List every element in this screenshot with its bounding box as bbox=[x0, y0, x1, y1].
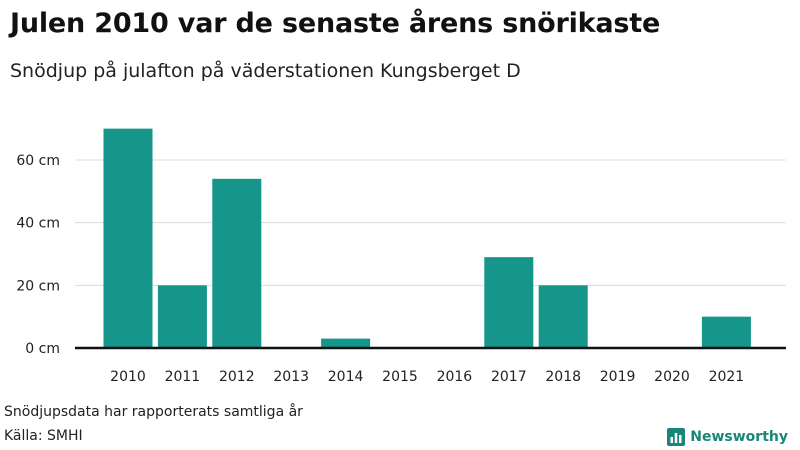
y-tick-label: 20 cm bbox=[16, 278, 60, 294]
y-tick-label: 60 cm bbox=[16, 153, 60, 169]
bar bbox=[157, 285, 207, 348]
bar bbox=[103, 128, 153, 348]
x-tick-label: 2021 bbox=[709, 369, 745, 385]
bar bbox=[538, 285, 588, 348]
y-tick-label: 40 cm bbox=[16, 216, 60, 232]
x-tick-label: 2012 bbox=[219, 369, 255, 385]
chart-title: Julen 2010 var de senaste årens snörikas… bbox=[10, 8, 661, 39]
footnote: Snödjupsdata har rapporterats samtliga å… bbox=[4, 404, 303, 420]
x-tick-label: 2017 bbox=[491, 369, 527, 385]
bar bbox=[321, 338, 371, 348]
bar-chart-logo-icon bbox=[667, 428, 686, 446]
x-tick-label: 2010 bbox=[110, 369, 146, 385]
bar bbox=[701, 316, 751, 348]
chart-subtitle: Snödjup på julafton på väderstationen Ku… bbox=[10, 60, 521, 82]
source-label: Källa: SMHI bbox=[4, 428, 83, 444]
x-tick-label: 2014 bbox=[328, 369, 364, 385]
x-tick-label: 2016 bbox=[437, 369, 473, 385]
bar bbox=[212, 178, 262, 348]
brand-name: Newsworthy bbox=[690, 429, 788, 445]
x-tick-label: 2019 bbox=[600, 369, 636, 385]
x-tick-label: 2011 bbox=[165, 369, 201, 385]
x-tick-label: 2015 bbox=[382, 369, 418, 385]
brand-logo: Newsworthy bbox=[667, 428, 788, 446]
x-tick-label: 2020 bbox=[654, 369, 690, 385]
y-tick-label: 0 cm bbox=[25, 341, 60, 357]
x-tick-label: 2013 bbox=[273, 369, 309, 385]
x-tick-label: 2018 bbox=[545, 369, 581, 385]
bar bbox=[484, 257, 534, 348]
